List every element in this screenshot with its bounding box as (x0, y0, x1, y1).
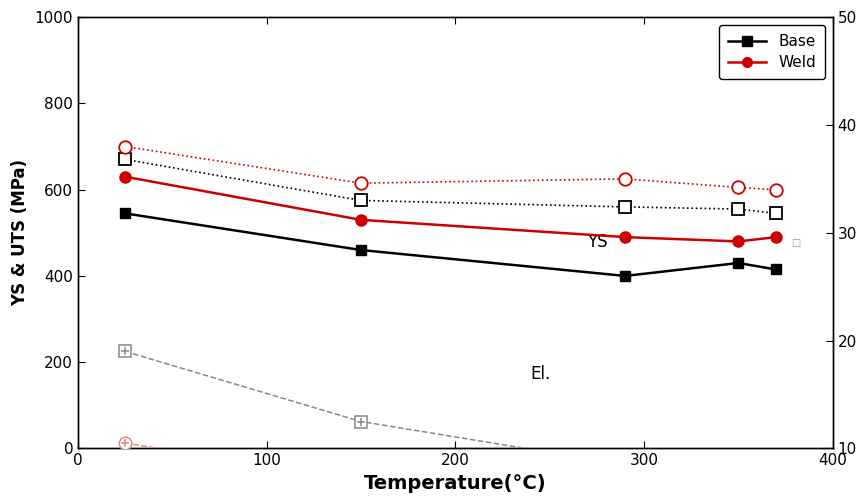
X-axis label: Temperature(°C): Temperature(°C) (364, 474, 547, 493)
Text: YS: YS (588, 233, 608, 251)
Text: UTS: UTS (0, 503, 1, 504)
Text: □: □ (791, 238, 800, 248)
Text: El.: El. (531, 365, 551, 384)
Legend: Base, Weld: Base, Weld (719, 25, 825, 79)
Y-axis label: YS & UTS (MPa): YS & UTS (MPa) (11, 159, 30, 306)
